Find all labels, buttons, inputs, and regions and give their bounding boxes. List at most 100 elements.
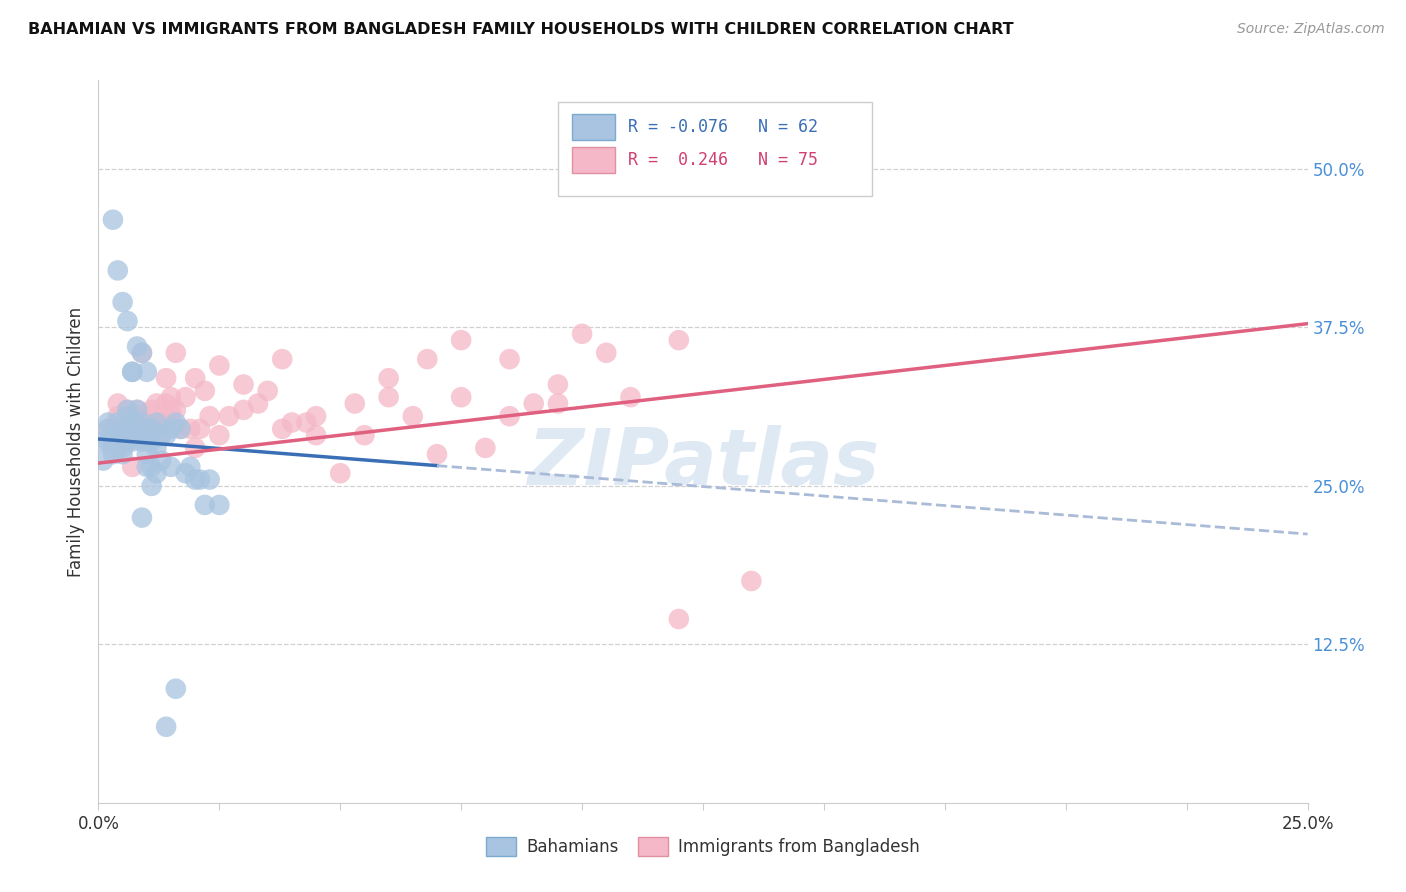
Point <box>150 416 173 430</box>
Point <box>91 434 114 449</box>
Point <box>135 434 157 449</box>
Point <box>145 396 167 410</box>
Point <box>141 428 163 442</box>
Point <box>198 409 221 424</box>
Point <box>150 416 173 430</box>
Point <box>498 352 520 367</box>
Point <box>145 416 167 430</box>
Point <box>343 396 366 410</box>
Point <box>101 434 124 449</box>
Point <box>281 416 304 430</box>
Point <box>377 371 399 385</box>
Point <box>450 390 472 404</box>
Point <box>127 339 149 353</box>
Point <box>232 402 254 417</box>
Point <box>426 447 449 461</box>
Point <box>498 409 520 424</box>
Point <box>97 422 120 436</box>
Point <box>107 409 129 424</box>
Point <box>169 422 191 436</box>
Point <box>127 402 149 417</box>
Point <box>305 409 328 424</box>
Point <box>160 459 183 474</box>
Point <box>194 384 217 398</box>
Point <box>107 416 129 430</box>
Point <box>131 434 153 449</box>
Point <box>101 212 124 227</box>
Point <box>194 498 217 512</box>
Point <box>101 428 124 442</box>
Point <box>111 434 134 449</box>
Point <box>619 390 641 404</box>
Legend: Bahamians, Immigrants from Bangladesh: Bahamians, Immigrants from Bangladesh <box>479 830 927 863</box>
Point <box>131 422 153 436</box>
Text: R =  0.246   N = 75: R = 0.246 N = 75 <box>628 151 818 169</box>
Point <box>101 447 124 461</box>
Point <box>127 402 149 417</box>
Point <box>91 453 114 467</box>
Point <box>155 396 177 410</box>
Point <box>150 428 173 442</box>
Point <box>416 352 439 367</box>
Point <box>377 390 399 404</box>
Point <box>571 326 593 341</box>
Y-axis label: Family Households with Children: Family Households with Children <box>66 307 84 576</box>
Point <box>271 422 294 436</box>
Point <box>97 434 120 449</box>
Point <box>523 396 546 410</box>
Point <box>121 365 143 379</box>
Point <box>141 479 163 493</box>
Point <box>329 467 352 481</box>
Point <box>547 377 569 392</box>
Point <box>121 416 143 430</box>
Point <box>271 352 294 367</box>
Point <box>127 428 149 442</box>
Point <box>141 402 163 417</box>
Point <box>117 434 139 449</box>
Point <box>595 346 617 360</box>
Point <box>165 346 187 360</box>
Point <box>145 467 167 481</box>
Point <box>402 409 425 424</box>
Point <box>160 402 183 417</box>
Point <box>121 416 143 430</box>
Point <box>135 365 157 379</box>
Point <box>184 473 207 487</box>
Point <box>547 396 569 410</box>
Point <box>131 416 153 430</box>
Point <box>135 416 157 430</box>
Point <box>174 467 197 481</box>
Point <box>111 422 134 436</box>
Point <box>107 396 129 410</box>
Point <box>135 447 157 461</box>
Point <box>150 428 173 442</box>
Point <box>150 453 173 467</box>
Point <box>179 422 201 436</box>
Point <box>145 441 167 455</box>
Point <box>165 402 187 417</box>
Text: BAHAMIAN VS IMMIGRANTS FROM BANGLADESH FAMILY HOUSEHOLDS WITH CHILDREN CORRELATI: BAHAMIAN VS IMMIGRANTS FROM BANGLADESH F… <box>28 22 1014 37</box>
Point <box>256 384 278 398</box>
Point <box>160 422 183 436</box>
Point <box>131 510 153 524</box>
Point <box>305 428 328 442</box>
Point <box>107 428 129 442</box>
Point <box>101 441 124 455</box>
Point <box>111 428 134 442</box>
Point <box>208 498 231 512</box>
Point <box>117 314 139 328</box>
Point <box>111 295 134 310</box>
Point <box>121 459 143 474</box>
Point <box>117 434 139 449</box>
FancyBboxPatch shape <box>558 102 872 196</box>
Point <box>740 574 762 588</box>
Point <box>184 441 207 455</box>
Point <box>208 359 231 373</box>
Point <box>127 428 149 442</box>
Point <box>111 441 134 455</box>
Point <box>117 409 139 424</box>
Point <box>169 422 191 436</box>
FancyBboxPatch shape <box>572 113 614 139</box>
Point <box>474 441 496 455</box>
Point <box>135 422 157 436</box>
